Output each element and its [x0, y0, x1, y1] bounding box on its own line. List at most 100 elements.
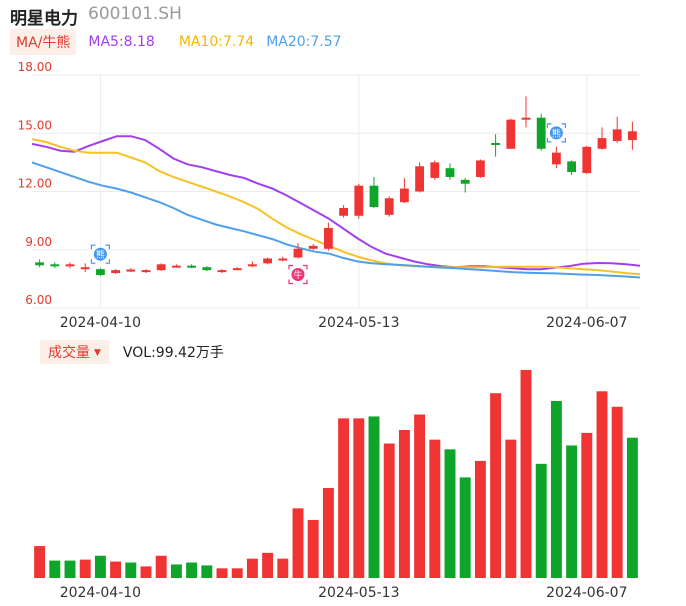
- candle-body: [475, 160, 485, 177]
- ma5-label: MA5:8.18: [88, 34, 155, 50]
- volume-bar: [216, 568, 228, 578]
- y-tick-label: 6.00: [25, 293, 52, 307]
- candle-body: [247, 264, 257, 267]
- marker-corner: [546, 137, 552, 143]
- volume-legend: 成交量 ▼ VOL:99.42万手: [40, 340, 224, 364]
- candle-body: [369, 185, 379, 208]
- x-tick-label: 2024-06-07: [546, 315, 627, 331]
- candle-body: [308, 245, 318, 249]
- volume-bar: [368, 416, 380, 578]
- volume-bar: [459, 477, 471, 578]
- volume-bar: [581, 432, 593, 578]
- volume-bar: [611, 406, 623, 578]
- marker-corner: [288, 279, 293, 285]
- candle-body: [551, 152, 561, 165]
- volume-bar: [338, 418, 350, 578]
- volume-bar: [520, 370, 532, 578]
- marker-label: 熊: [552, 127, 561, 139]
- candle-body: [339, 208, 349, 216]
- volume-bar: [79, 559, 91, 578]
- bear-marker: 熊: [90, 244, 110, 264]
- volume-bar: [231, 568, 243, 578]
- volume-bar: [125, 562, 137, 578]
- candle-body: [111, 270, 121, 274]
- bull-marker: 牛: [288, 264, 308, 285]
- marker-badge: [291, 267, 305, 281]
- volume-bar: [155, 555, 167, 578]
- candlesticks: [35, 96, 637, 276]
- candle-body: [50, 264, 60, 267]
- candle-body: [521, 117, 531, 120]
- volume-bar: [262, 552, 274, 578]
- candle-body: [65, 264, 75, 267]
- candle-body: [95, 269, 105, 275]
- volume-bar: [246, 558, 258, 578]
- volume-tab-label: 成交量: [48, 345, 90, 361]
- marker-corner: [546, 123, 552, 128]
- volume-bar: [201, 565, 213, 578]
- candle-body: [80, 267, 90, 270]
- candle-body: [627, 131, 637, 141]
- volume-bar: [110, 561, 122, 578]
- volume-bar: [186, 562, 198, 578]
- x-tick-label: 2024-05-13: [318, 315, 399, 331]
- marker-corner: [561, 123, 566, 128]
- candle-body: [126, 269, 136, 272]
- ma10-line: [31, 138, 641, 276]
- ma-mode-tab[interactable]: MA/牛熊: [10, 29, 77, 55]
- candle-body: [156, 264, 166, 271]
- volume-bar: [505, 439, 517, 578]
- ma20-label: MA20:7.57: [266, 34, 342, 50]
- volume-bar: [596, 391, 608, 578]
- volume-bar: [429, 439, 441, 578]
- marker-corner: [105, 259, 110, 264]
- candle-body: [323, 228, 333, 249]
- candle-body: [232, 268, 242, 271]
- volume-bar: [64, 560, 76, 578]
- volume-bar: [566, 445, 578, 578]
- candle-body: [202, 267, 212, 271]
- candle-body: [263, 258, 273, 264]
- volume-bars: [34, 370, 638, 578]
- candle-body: [278, 258, 288, 261]
- y-tick-label: 9.00: [25, 235, 52, 249]
- marker-corner: [90, 259, 96, 264]
- volume-bar: [550, 400, 562, 578]
- volume-bar: [474, 460, 486, 578]
- candle-body: [567, 161, 577, 173]
- candle-body: [171, 265, 181, 268]
- bull-bear-markers: 熊牛 熊: [90, 123, 566, 285]
- ma-legend: MA/牛熊 MA5:8.18 MA10:7.74 MA20:7.57: [10, 29, 342, 55]
- candle-body: [445, 168, 455, 177]
- volume-bar: [49, 560, 61, 578]
- candle-body: [141, 270, 151, 273]
- marker-badge: [93, 247, 107, 261]
- bear-marker: 熊: [546, 123, 566, 143]
- candle-body: [612, 129, 622, 142]
- caret-down-icon: ▼: [94, 348, 101, 358]
- volume-bar: [626, 437, 638, 578]
- marker-corner: [90, 244, 96, 250]
- candle-body: [491, 142, 501, 145]
- volume-bar: [322, 488, 334, 578]
- candle-body: [506, 119, 516, 149]
- volume-date-axis-ticks: 2024-04-10 2024-05-13 2024-06-07: [60, 585, 628, 601]
- candle-body: [187, 265, 197, 268]
- candle-body: [293, 248, 303, 258]
- candle-body: [597, 138, 607, 149]
- marker-corner: [105, 244, 110, 250]
- candle-body: [430, 162, 440, 178]
- y-tick-label: 18.00: [18, 60, 52, 74]
- marker-corner: [288, 264, 293, 270]
- volume-bar: [277, 558, 289, 578]
- volume-bar: [292, 508, 304, 578]
- marker-corner: [303, 264, 308, 270]
- volume-mode-tab[interactable]: 成交量 ▼: [40, 340, 109, 364]
- volume-bar: [414, 414, 426, 578]
- marker-badge: [549, 126, 563, 140]
- volume-bar: [307, 519, 319, 578]
- stock-name: 明星电力: [10, 9, 78, 29]
- y-tick-label: 15.00: [18, 118, 52, 132]
- ma5-line: [31, 135, 641, 271]
